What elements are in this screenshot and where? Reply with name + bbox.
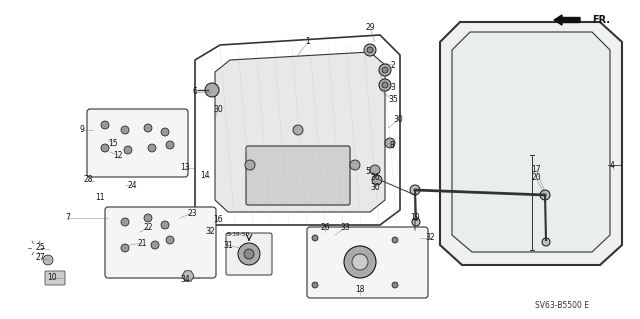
Text: 19: 19 <box>410 213 420 222</box>
Circle shape <box>166 236 174 244</box>
Circle shape <box>205 83 219 97</box>
Text: 14: 14 <box>200 170 210 180</box>
Text: 2: 2 <box>390 61 396 70</box>
Circle shape <box>151 241 159 249</box>
FancyBboxPatch shape <box>105 207 216 278</box>
Text: SV63-B5500 E: SV63-B5500 E <box>535 301 589 310</box>
Text: 35: 35 <box>388 95 398 105</box>
Circle shape <box>121 244 129 252</box>
Text: 8: 8 <box>390 140 394 150</box>
Circle shape <box>121 218 129 226</box>
Circle shape <box>166 141 174 149</box>
Text: 33: 33 <box>340 224 350 233</box>
Circle shape <box>43 255 53 265</box>
FancyBboxPatch shape <box>307 227 428 298</box>
Circle shape <box>379 79 391 91</box>
Circle shape <box>372 175 382 185</box>
Circle shape <box>161 128 169 136</box>
Text: 34: 34 <box>180 276 190 285</box>
Text: 9: 9 <box>79 125 84 135</box>
Circle shape <box>312 235 318 241</box>
Circle shape <box>312 282 318 288</box>
Text: 36: 36 <box>370 174 380 182</box>
Text: 24: 24 <box>127 181 137 189</box>
Text: 22: 22 <box>143 224 153 233</box>
Text: B-39-50: B-39-50 <box>227 233 250 238</box>
Text: 16: 16 <box>213 216 223 225</box>
Text: 23: 23 <box>187 209 197 218</box>
Circle shape <box>148 144 156 152</box>
Circle shape <box>124 146 132 154</box>
Text: 18: 18 <box>355 286 365 294</box>
Text: 6: 6 <box>193 87 197 97</box>
Circle shape <box>352 254 368 270</box>
Polygon shape <box>452 32 610 252</box>
Text: 4: 4 <box>609 160 614 169</box>
Text: 21: 21 <box>137 239 147 248</box>
Circle shape <box>370 165 380 175</box>
Circle shape <box>293 125 303 135</box>
FancyArrow shape <box>554 15 580 25</box>
Circle shape <box>412 218 420 226</box>
Text: 11: 11 <box>95 194 105 203</box>
Circle shape <box>382 67 388 73</box>
Text: 30: 30 <box>393 115 403 124</box>
Text: 27: 27 <box>35 254 45 263</box>
Text: 30: 30 <box>213 106 223 115</box>
Text: 31: 31 <box>223 241 233 249</box>
Text: 32: 32 <box>425 234 435 242</box>
Circle shape <box>350 160 360 170</box>
Circle shape <box>144 124 152 132</box>
FancyBboxPatch shape <box>45 271 65 285</box>
Text: 13: 13 <box>180 164 190 173</box>
Circle shape <box>144 214 152 222</box>
Circle shape <box>244 249 254 259</box>
Circle shape <box>344 246 376 278</box>
Circle shape <box>382 82 388 88</box>
Text: 5: 5 <box>365 167 371 176</box>
Text: 32: 32 <box>205 227 215 236</box>
Text: 30: 30 <box>370 183 380 192</box>
FancyBboxPatch shape <box>87 109 188 177</box>
Text: 26: 26 <box>320 224 330 233</box>
Text: 20: 20 <box>531 174 541 182</box>
Circle shape <box>121 126 129 134</box>
Circle shape <box>101 144 109 152</box>
Text: 28: 28 <box>83 175 93 184</box>
FancyBboxPatch shape <box>226 233 272 275</box>
Text: FR.: FR. <box>592 15 610 25</box>
Text: 7: 7 <box>65 213 70 222</box>
Text: 15: 15 <box>108 138 118 147</box>
FancyBboxPatch shape <box>246 146 350 205</box>
Polygon shape <box>440 22 622 265</box>
Polygon shape <box>182 271 194 281</box>
Text: 17: 17 <box>531 166 541 174</box>
Polygon shape <box>215 52 385 212</box>
Circle shape <box>385 138 395 148</box>
Circle shape <box>364 44 376 56</box>
Text: 29: 29 <box>365 24 375 33</box>
Text: 12: 12 <box>113 151 123 160</box>
Circle shape <box>367 47 373 53</box>
Circle shape <box>101 121 109 129</box>
Circle shape <box>392 282 398 288</box>
Circle shape <box>410 185 420 195</box>
Circle shape <box>245 160 255 170</box>
Circle shape <box>542 238 550 246</box>
Text: 25: 25 <box>35 243 45 253</box>
Text: 3: 3 <box>390 84 396 93</box>
Circle shape <box>392 237 398 243</box>
Circle shape <box>238 243 260 265</box>
Text: 1: 1 <box>306 38 310 47</box>
Text: 10: 10 <box>47 273 57 283</box>
Circle shape <box>540 190 550 200</box>
Circle shape <box>379 64 391 76</box>
Circle shape <box>161 221 169 229</box>
